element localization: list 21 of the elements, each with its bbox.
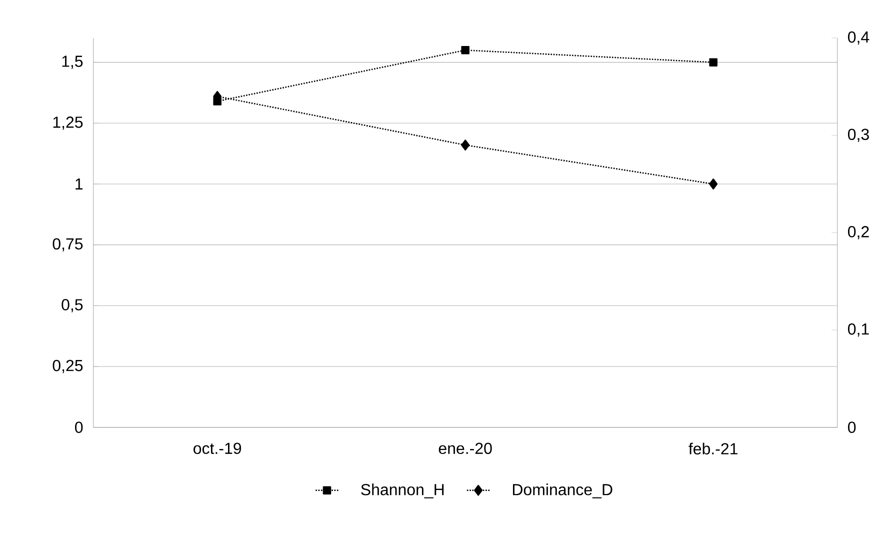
x-tick-label: ene.-20 [438,442,492,454]
point [709,58,718,66]
legend-label: Dominance_D [512,484,612,498]
x-tick-label: oct.-19 [194,442,242,454]
y-tick-label: 0,25 [52,360,83,374]
legend-label: Shannon_H [361,484,444,498]
point [709,178,718,190]
y-tick-label: 1,5 [62,56,83,69]
y-tick-label: 1,25 [53,116,83,130]
point [461,46,470,54]
y-tick-label: 0,75 [52,238,83,252]
y2-tick-label: 0,1 [848,323,869,337]
y2-tick-label: 0 [848,422,856,433]
y-tick-label: 0 [75,422,83,433]
x-tick-label: feb.-21 [688,442,738,454]
y-tick-label: 0,5 [62,299,83,312]
y2-tick-label: 0,2 [848,226,869,240]
y2-tick-label: 0,3 [848,128,869,142]
y-tick-label: 1 [76,178,83,190]
y2-tick-label: 0,4 [848,31,870,45]
point [461,140,470,151]
